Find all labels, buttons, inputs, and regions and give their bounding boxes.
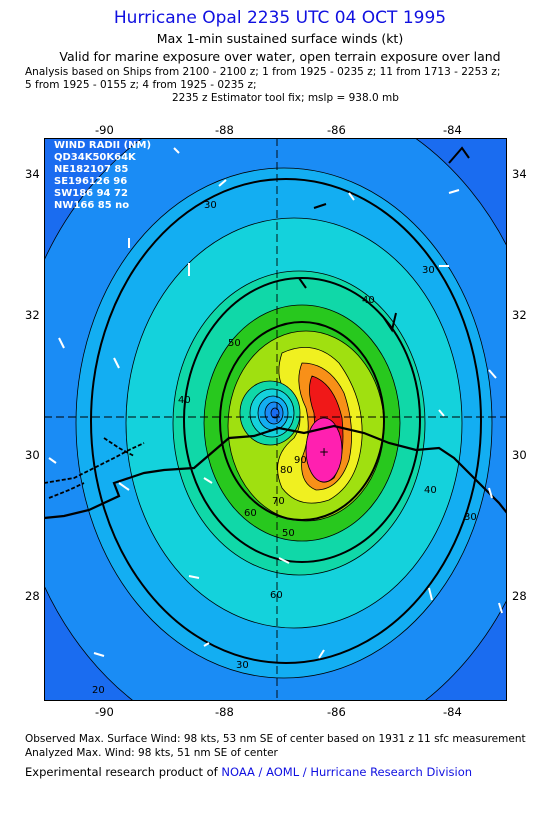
center-marker: + (319, 445, 329, 459)
observed-max-wind: Observed Max. Surface Wind: 98 kts, 53 n… (25, 733, 526, 745)
islands (298, 146, 470, 333)
lon-tick-top-84: -84 (443, 123, 462, 137)
obs-marker (113, 357, 120, 369)
obs-marker (188, 575, 200, 579)
obs-marker (448, 189, 460, 194)
product-credit: Experimental research product of NOAA / … (25, 765, 472, 779)
obs-marker (58, 337, 65, 349)
contour-label-50: 50 (228, 338, 241, 349)
lat-tick-right-32: 32 (512, 308, 527, 322)
obs-marker (203, 642, 210, 647)
map-frame (44, 138, 507, 701)
contour-label-60: 60 (270, 590, 283, 601)
analyzed-max-wind: Analyzed Max. Wind: 98 kts, 51 nm SE of … (25, 747, 278, 759)
lat-tick-left-34: 34 (25, 167, 40, 181)
lat-tick-right-30: 30 (512, 448, 527, 462)
product-credit-prefix: Experimental research product of (25, 765, 218, 779)
wind-radii-title: WIND RADII (NM) (54, 140, 151, 151)
map-subtitle: Max 1-min sustained surface winds (kt) (156, 31, 404, 46)
contour-label-90: 90 (294, 455, 307, 466)
wind-radii-row-ne: NE182107 85 (54, 164, 128, 175)
observation-markers (48, 147, 503, 659)
lon-tick-bottom-90: -90 (95, 705, 114, 719)
obs-marker (203, 477, 213, 484)
obs-marker (118, 482, 130, 491)
wind-radii-row-sw: SW186 94 72 (54, 188, 128, 199)
map-title: Hurricane Opal 2235 UTC 04 OCT 1995 (113, 8, 447, 28)
obs-marker (488, 369, 497, 379)
contour-label-70: 70 (272, 496, 285, 507)
contour-label-30: 30 (422, 265, 435, 276)
analysis-info: Analysis based on Ships from 2100 - 2100… (25, 66, 500, 105)
wind-max-core (305, 417, 343, 483)
contour-label-40: 40 (362, 295, 375, 306)
obs-marker (428, 587, 433, 601)
obs-marker (438, 409, 445, 417)
obs-marker (278, 557, 290, 564)
contour-label-30: 30 (236, 660, 249, 671)
radius-64kt-ring (219, 321, 385, 521)
radius-34kt-ring (90, 178, 482, 664)
obs-marker (318, 649, 325, 659)
wind-radii-header: QD34K50K64K (54, 152, 137, 163)
obs-marker (488, 487, 493, 499)
contour-label-30: 30 (464, 512, 477, 523)
contour-label-40: 40 (424, 485, 437, 496)
contour-label-50: 50 (282, 528, 295, 539)
obs-marker (498, 602, 503, 614)
wind-radii-row-se: SE196126 96 (54, 176, 127, 187)
organization-name: NOAA / AOML / Hurricane Research Divisio… (221, 765, 473, 779)
analysis-line-2: 5 from 1925 - 0155 z; 4 from 1925 - 0235… (25, 79, 257, 91)
lat-tick-left-28: 28 (25, 589, 40, 603)
gulf-coastline (44, 424, 507, 520)
lon-tick-top-88: -88 (215, 123, 234, 137)
radius-50kt-ring (183, 277, 421, 563)
contour-label-20: 20 (92, 685, 105, 696)
lon-tick-bottom-84: -84 (443, 705, 462, 719)
lon-tick-bottom-88: -88 (215, 705, 234, 719)
obs-marker (348, 192, 355, 201)
lat-tick-left-30: 30 (25, 448, 40, 462)
lat-tick-right-28: 28 (512, 589, 527, 603)
lon-tick-top-86: -86 (327, 123, 346, 137)
lat-tick-right-34: 34 (512, 167, 527, 181)
contour-label-60: 60 (244, 508, 257, 519)
analysis-line-3: 2235 z Estimator tool fix; mslp = 938.0 … (172, 92, 399, 104)
lon-tick-top-90: -90 (95, 123, 114, 137)
louisiana-marsh-coast (44, 437, 145, 499)
obs-marker (48, 457, 57, 464)
contour-label-40: 40 (178, 395, 191, 406)
obs-marker (218, 179, 227, 187)
analysis-line-1: Analysis based on Ships from 2100 - 2100… (25, 66, 501, 78)
contour-label-30: 30 (204, 200, 217, 211)
lon-tick-bottom-86: -86 (327, 705, 346, 719)
obs-marker (173, 147, 180, 154)
contour-label-80: 80 (280, 465, 293, 476)
wind-radii-row-nw: NW166 85 no (54, 200, 129, 211)
eye-center (270, 407, 280, 419)
wind-field-map: + 30 30 30 30 40 40 40 50 50 60 60 70 80… (44, 138, 507, 701)
obs-marker (93, 652, 105, 657)
lat-tick-left-32: 32 (25, 308, 40, 322)
wind-radii-legend: WIND RADII (NM) QD34K50K64K NE182107 85 … (54, 140, 151, 211)
validity-note: Valid for marine exposure over water, op… (59, 49, 501, 64)
